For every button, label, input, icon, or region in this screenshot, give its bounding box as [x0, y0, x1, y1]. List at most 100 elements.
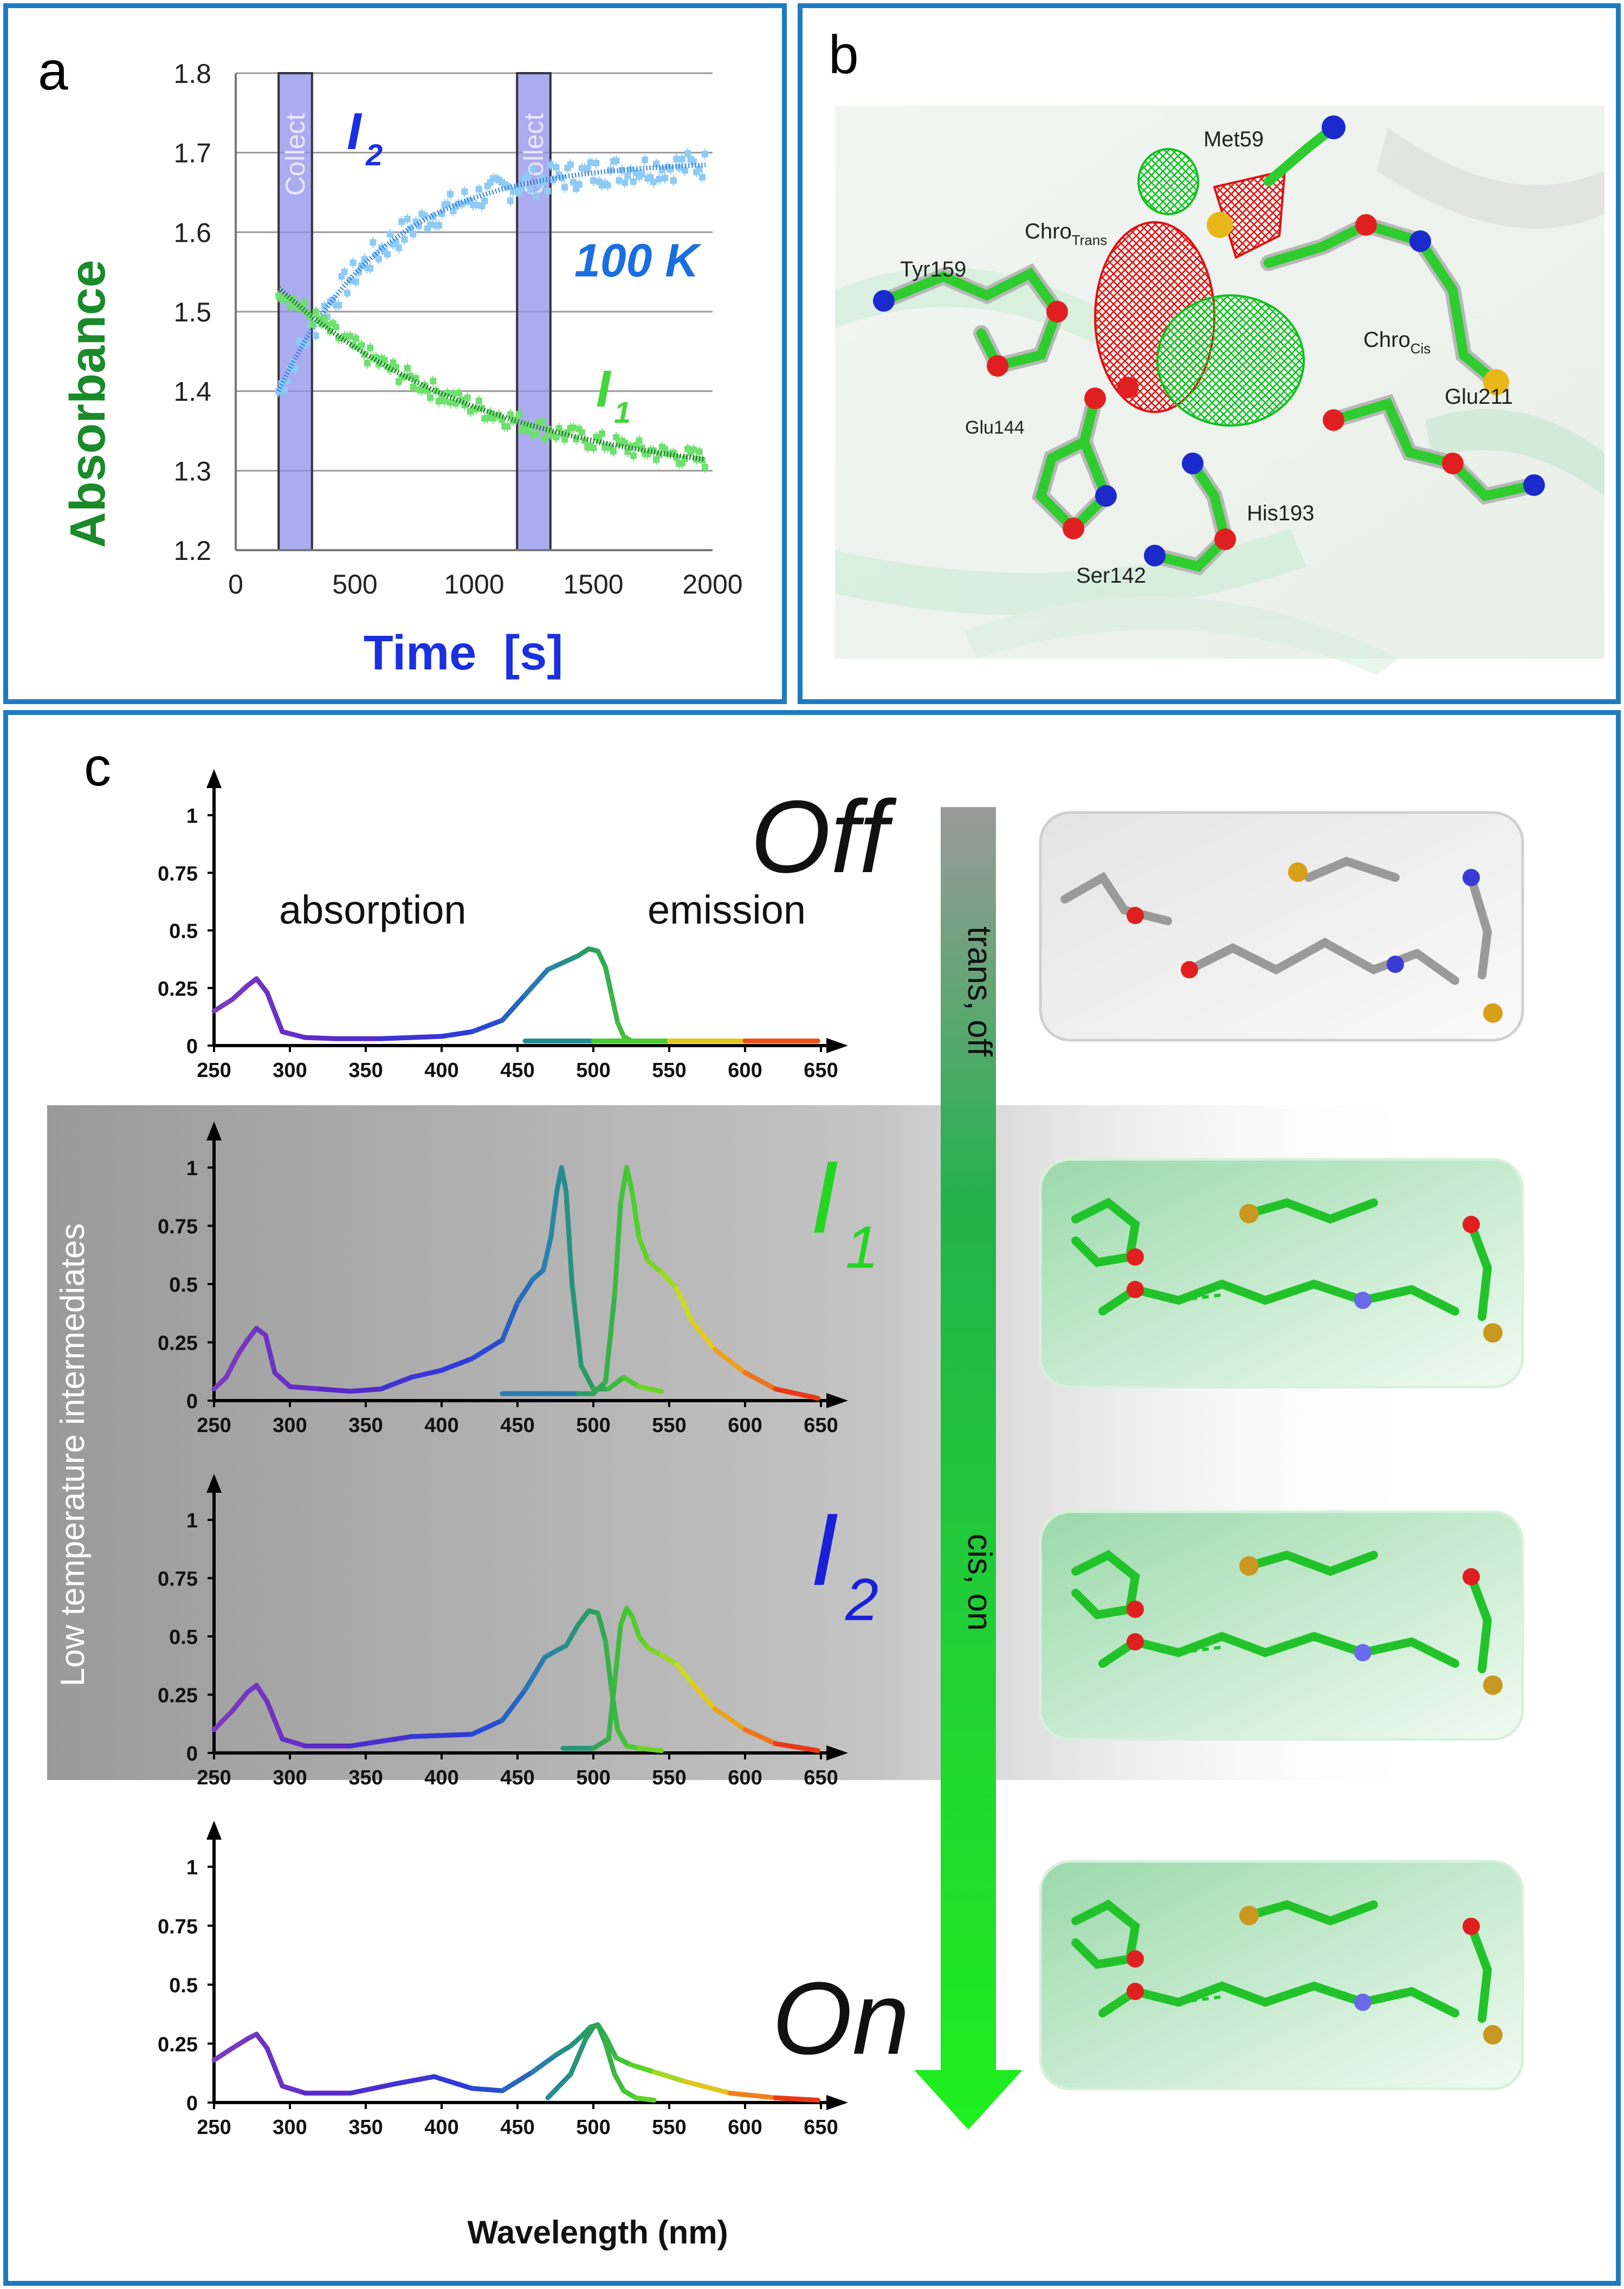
residue-label-his193: His193 — [1247, 501, 1315, 525]
data-point — [435, 222, 442, 229]
data-point — [507, 197, 514, 204]
absorption-segment — [378, 1034, 444, 1041]
data-point — [684, 150, 691, 157]
data-point — [367, 344, 374, 351]
chart-series — [275, 148, 708, 473]
series-label-i1-sub: 1 — [614, 395, 631, 429]
absorption-segment — [264, 2046, 285, 2089]
absorption-segment — [522, 1655, 547, 1693]
data-point — [372, 354, 379, 361]
data-point — [384, 251, 391, 258]
panel-label-a: a — [38, 41, 68, 101]
y-tick-label: 1.4 — [173, 377, 211, 407]
absorption-segment — [545, 960, 566, 972]
data-point — [561, 184, 568, 191]
emission-segment — [651, 2069, 687, 2084]
absorption-segment — [500, 1300, 520, 1343]
panel-label-c: c — [84, 737, 111, 797]
emission-segment — [712, 1706, 748, 1732]
absorption-segment — [254, 2032, 270, 2051]
data-point — [630, 178, 637, 185]
chart-tick-labels: 1.2 1.3 1.4 1.5 1.6 1.7 1.8 0 500 1000 1500 2000 — [173, 59, 742, 599]
emission-segment — [645, 1646, 664, 1658]
emission-segment — [591, 1736, 611, 1751]
chro-cis-base: Chro — [1363, 328, 1411, 352]
x-tick-label: 600 — [728, 1059, 762, 1082]
data-point — [681, 167, 688, 174]
data-point — [575, 181, 583, 188]
data-point — [662, 175, 668, 182]
data-point — [461, 188, 468, 195]
x-tick-label: 400 — [424, 1766, 458, 1789]
structure-card-on — [1039, 1860, 1524, 2091]
y-tick-label: 1.5 — [173, 297, 211, 327]
absorption-segment — [431, 2074, 475, 2091]
absorption-segment — [272, 1370, 293, 1389]
data-point — [507, 411, 514, 418]
data-point — [404, 216, 411, 223]
absorption-segment — [595, 1610, 608, 1644]
data-point — [553, 434, 560, 441]
data-point — [515, 410, 522, 417]
data-point — [638, 171, 645, 178]
data-point — [624, 448, 631, 455]
data-point — [361, 256, 368, 263]
data-point — [427, 221, 434, 228]
data-point — [481, 197, 488, 204]
structure-card-i2 — [1039, 1510, 1524, 1741]
absorption-segment — [609, 992, 620, 1025]
panel-b: b — [798, 3, 1621, 704]
panel-a: a Collect Collect 1.2 1.3 1.4 1.5 1.6 1.7 1.8 0 5… — [3, 3, 787, 704]
x-tick-label: 550 — [652, 1059, 686, 1082]
y-tick-label: 0.75 — [158, 862, 198, 885]
absorption-segment — [564, 1188, 575, 1287]
absorption-segment — [595, 949, 608, 970]
absorption-segment — [636, 1384, 664, 1394]
y-tick-label: 0 — [186, 1743, 198, 1765]
absorption-segment — [211, 2046, 235, 2063]
data-point — [484, 414, 491, 421]
data-point — [604, 182, 611, 189]
y-tick-label: 1 — [186, 1157, 198, 1180]
state-label-i1-name: I — [810, 1140, 839, 1255]
x-tick-label: 1500 — [563, 569, 623, 599]
structure-card-off — [1039, 811, 1524, 1042]
collect-band — [516, 72, 552, 551]
absorption-segment — [500, 2069, 535, 2093]
data-point — [519, 184, 525, 191]
absorption-segment — [264, 1699, 285, 1742]
absorption-segment — [302, 1035, 338, 1041]
chro-trans-sub: Trans — [1072, 232, 1108, 248]
absorption-segment — [223, 1351, 241, 1380]
data-point — [678, 156, 685, 163]
emission-segment — [636, 1634, 651, 1650]
x-axis-arrow — [826, 1393, 848, 1408]
absorption-segment — [254, 976, 270, 995]
emission-segment — [674, 1662, 695, 1686]
x-tick-label: 350 — [348, 1766, 383, 1789]
data-point — [570, 424, 577, 431]
data-point — [352, 335, 359, 342]
emission-segment — [613, 2055, 634, 2067]
series-label-i1: I 1 — [596, 360, 631, 429]
absorption-segment — [254, 1682, 270, 1704]
absorption-segment — [615, 1727, 630, 1749]
absorption-segment — [603, 965, 614, 997]
data-point — [358, 262, 365, 269]
x-tick-label: 500 — [576, 1766, 610, 1789]
emission-segment — [568, 2036, 588, 2077]
absorption-segment — [245, 1326, 259, 1343]
data-point — [535, 182, 542, 189]
state-label-off: Off — [750, 779, 897, 894]
data-point — [475, 186, 482, 193]
absorption-segment — [579, 1363, 596, 1391]
x-tick-label: 650 — [804, 2116, 838, 2139]
data-point — [398, 218, 405, 225]
data-point — [292, 366, 299, 373]
data-point — [304, 340, 310, 347]
data-point — [358, 341, 365, 349]
emission-segment — [742, 1370, 778, 1391]
emission-segment — [606, 1680, 617, 1742]
emission-label: emission — [648, 887, 806, 932]
emission-segment — [712, 1346, 748, 1375]
